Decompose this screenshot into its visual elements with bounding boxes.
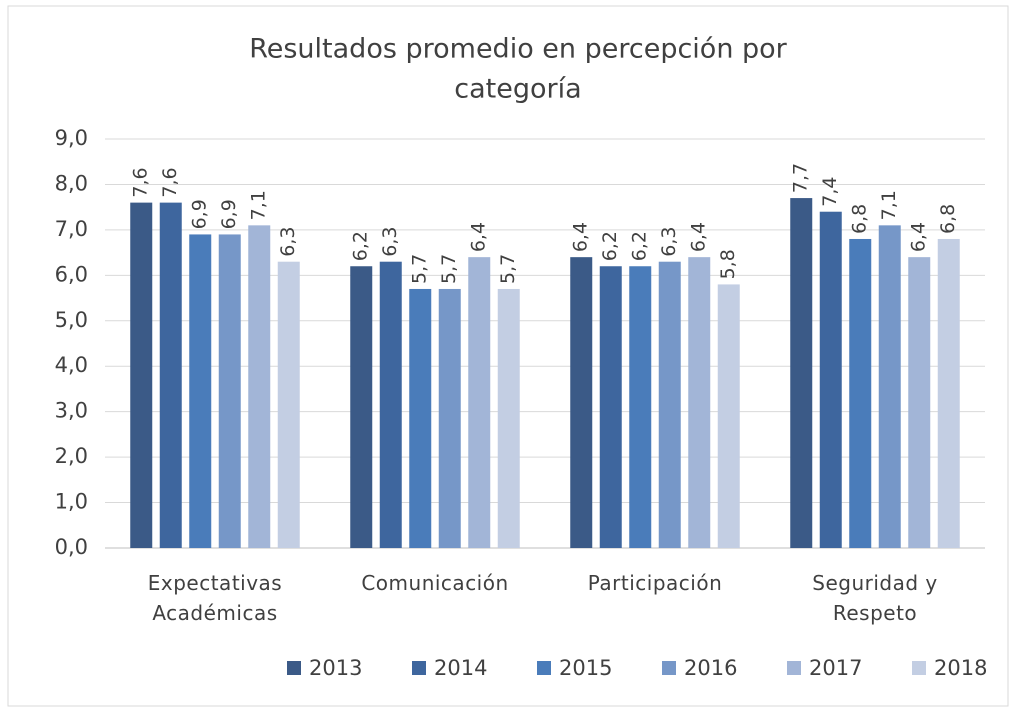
legend-label: 2014 <box>434 656 487 680</box>
chart-title: categoría <box>454 74 581 105</box>
data-label: 5,7 <box>438 254 460 284</box>
data-label: 6,9 <box>189 199 211 229</box>
bar <box>599 266 622 548</box>
x-tick-label: Expectativas Académicas <box>147 571 283 625</box>
data-label: 6,3 <box>277 226 299 256</box>
data-label: 7,7 <box>790 163 812 193</box>
data-label: 7,1 <box>878 190 900 220</box>
bar <box>908 257 931 548</box>
legend-label: 2016 <box>684 656 737 680</box>
bar <box>937 238 960 548</box>
data-label: 7,6 <box>159 167 181 197</box>
bar <box>819 211 842 548</box>
data-label: 6,4 <box>570 222 592 252</box>
bar <box>159 202 182 548</box>
legend-label: 2018 <box>934 656 987 680</box>
data-label: 7,6 <box>130 167 152 197</box>
y-tick-label: 1,0 <box>55 490 88 514</box>
y-tick-label: 6,0 <box>55 262 88 286</box>
bar <box>688 257 711 548</box>
bar <box>570 257 593 548</box>
y-tick-label: 0,0 <box>55 535 88 559</box>
y-tick-label: 2,0 <box>55 444 88 468</box>
data-label: 6,2 <box>599 231 621 261</box>
data-label: 6,2 <box>629 231 651 261</box>
bar <box>849 238 872 548</box>
bar <box>790 198 813 549</box>
bar <box>277 261 300 548</box>
bar <box>409 288 432 548</box>
bar <box>878 225 901 548</box>
bar <box>218 234 241 548</box>
bar <box>468 257 491 548</box>
y-tick-label: 4,0 <box>55 353 88 377</box>
data-label: 5,7 <box>497 254 519 284</box>
legend-label: 2013 <box>309 656 362 680</box>
bar <box>717 284 740 548</box>
data-label: 6,8 <box>937 204 959 234</box>
legend-swatch <box>787 661 801 675</box>
data-label: 6,4 <box>468 222 490 252</box>
legend-swatch <box>287 661 301 675</box>
data-label: 6,3 <box>379 226 401 256</box>
bar <box>379 261 402 548</box>
data-label: 6,3 <box>658 226 680 256</box>
y-tick-label: 5,0 <box>55 308 88 332</box>
bar <box>438 288 461 548</box>
legend-swatch <box>537 661 551 675</box>
data-label: 6,9 <box>218 199 240 229</box>
x-tick-label: Comunicación <box>361 571 509 595</box>
bar <box>248 225 271 548</box>
data-label: 7,1 <box>248 190 270 220</box>
data-label: 6,4 <box>908 222 930 252</box>
data-label: 7,4 <box>819 176 841 206</box>
bar <box>497 288 520 548</box>
bar <box>350 266 373 548</box>
chart-title: Resultados promedio en percepción por <box>249 34 787 65</box>
data-label: 6,8 <box>849 204 871 234</box>
x-tick-label: Participación <box>587 571 723 595</box>
y-tick-label: 9,0 <box>55 126 88 150</box>
legend-label: 2017 <box>809 656 862 680</box>
data-label: 5,8 <box>717 249 739 279</box>
y-tick-label: 7,0 <box>55 217 88 241</box>
bar <box>629 266 652 548</box>
y-tick-label: 8,0 <box>55 171 88 195</box>
legend-label: 2015 <box>559 656 612 680</box>
legend-swatch <box>912 661 926 675</box>
data-label: 6,4 <box>688 222 710 252</box>
data-label: 6,2 <box>350 231 372 261</box>
legend-swatch <box>662 661 676 675</box>
bar <box>658 261 681 548</box>
bar <box>189 234 212 548</box>
data-label: 5,7 <box>409 254 431 284</box>
x-tick-label: Seguridad y Respeto <box>812 571 938 625</box>
bar <box>130 202 153 548</box>
legend-swatch <box>412 661 426 675</box>
y-tick-label: 3,0 <box>55 399 88 423</box>
